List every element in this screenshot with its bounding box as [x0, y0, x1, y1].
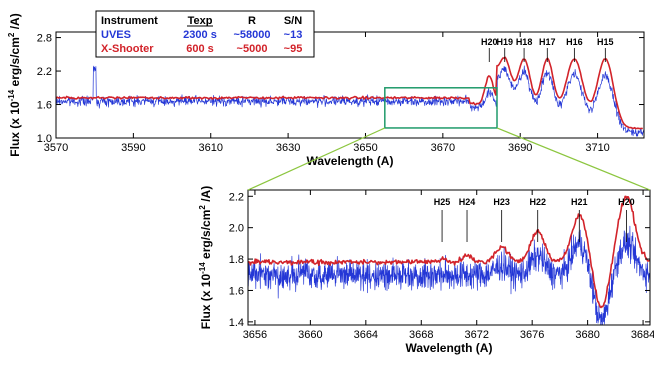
y-tick-label: 2.0: [229, 223, 244, 235]
x-tick-label: 3660: [298, 329, 322, 341]
y-axis-label-part: /A): [199, 186, 213, 205]
y-tick-label: 2.2: [37, 66, 52, 78]
y-axis-label-part: -14: [198, 262, 207, 274]
x-tick-label: 3670: [431, 142, 455, 154]
x-tick-label: 3664: [354, 329, 378, 341]
x-tick-label: 3680: [575, 329, 599, 341]
zoom-connector-right: [496, 127, 651, 191]
line-id-label: H23: [493, 197, 510, 207]
y-axis-label-part: erg/s/cm: [199, 210, 213, 263]
axes-frame: [55, 31, 645, 139]
x-tick-label: 3590: [121, 142, 145, 154]
legend-cell: 2300 s: [183, 29, 217, 41]
line-id-label: H24: [459, 197, 476, 207]
x-tick-label: 3630: [276, 142, 300, 154]
legend-header: Texp: [188, 15, 213, 27]
line-id-label: H17: [539, 37, 556, 47]
zoom-region-box: [384, 87, 498, 129]
legend-cell: UVES: [101, 29, 131, 41]
x-tick-label: 3690: [508, 142, 532, 154]
xshooter-spectrum-line: [56, 56, 643, 130]
y-tick-label: 1.4: [229, 317, 244, 329]
line-id-label: H25: [434, 197, 451, 207]
line-id-label: H15: [597, 37, 614, 47]
y-axis-label-part: erg/s/cm: [8, 37, 22, 90]
xshooter-spectrum-line: [248, 195, 650, 309]
y-axis-label-part: Flux (x 10: [199, 274, 213, 330]
y-axis-label-part: 2: [7, 32, 16, 37]
line-id-label: H20: [618, 197, 635, 207]
legend-cell: ~5000: [237, 43, 268, 55]
y-axis-label-part: /A): [8, 13, 22, 32]
legend-header: S/N: [284, 15, 302, 27]
y-axis-label-part: 2: [198, 205, 207, 210]
legend-header: R: [248, 15, 256, 27]
line-id-label: H16: [566, 37, 583, 47]
x-tick-label: 3570: [44, 142, 68, 154]
line-id-label: H20: [481, 37, 498, 47]
y-tick-label: 1.6: [37, 100, 52, 112]
x-axis-label: Wavelength (A): [307, 154, 394, 168]
y-tick-label: 1.8: [229, 254, 244, 266]
zoom-connector-left: [247, 127, 386, 191]
line-id-label: H22: [529, 197, 546, 207]
legend-cell: ~58000: [233, 29, 270, 41]
axes-frame: [247, 189, 651, 326]
x-tick-label: 3668: [409, 329, 433, 341]
x-tick-label: 3684: [631, 329, 654, 341]
legend-cell: ~13: [284, 29, 303, 41]
y-axis-label: Flux (x 10-14 erg/s/cm2 /A): [198, 186, 213, 329]
x-tick-label: 3710: [585, 142, 609, 154]
x-tick-label: 3676: [520, 329, 544, 341]
line-id-label: H21: [571, 197, 588, 207]
y-tick-label: 1.0: [37, 133, 52, 145]
x-axis-label: Wavelength (A): [406, 341, 493, 355]
y-axis-label: Flux (x 10-14 erg/s/cm2 /A): [7, 13, 22, 156]
uves-spectrum-line: [56, 65, 644, 137]
legend-cell: X-Shooter: [101, 43, 154, 55]
y-tick-label: 2.8: [37, 33, 52, 45]
legend-box: [95, 10, 315, 58]
legend-header: Instrument: [101, 15, 158, 27]
x-tick-label: 3656: [243, 329, 267, 341]
x-tick-label: 3672: [464, 329, 488, 341]
instrument-legend: Instrument Texp R S/N UVES 2300 s ~58000 ~13 X-S…: [95, 10, 315, 58]
y-axis-label-part: -14: [7, 89, 16, 101]
y-tick-label: 2.2: [229, 191, 244, 203]
x-tick-label: 3610: [198, 142, 222, 154]
legend-cell: 600 s: [186, 43, 214, 55]
zoom-spectrum-panel: 3656 3660 3664 3668 3672 3676 3680 3684 1.4 1.6 1.…: [198, 186, 654, 355]
x-tick-label: 3650: [353, 142, 377, 154]
y-axis-label-part: Flux (x 10: [8, 101, 22, 157]
y-tick-label: 1.6: [229, 285, 244, 297]
line-id-label: H19: [496, 37, 513, 47]
plot-area: [248, 195, 650, 325]
uves-spectrum-line: [248, 225, 650, 325]
top-spectrum-panel: 3570 3590 3610 3630 3650 3670 3690 3710 1.0 1.6 2.…: [7, 13, 645, 168]
plot-area: [56, 56, 644, 137]
zoom-connectors: [247, 87, 651, 191]
legend-cell: ~95: [284, 43, 303, 55]
line-id-label: H18: [516, 37, 533, 47]
